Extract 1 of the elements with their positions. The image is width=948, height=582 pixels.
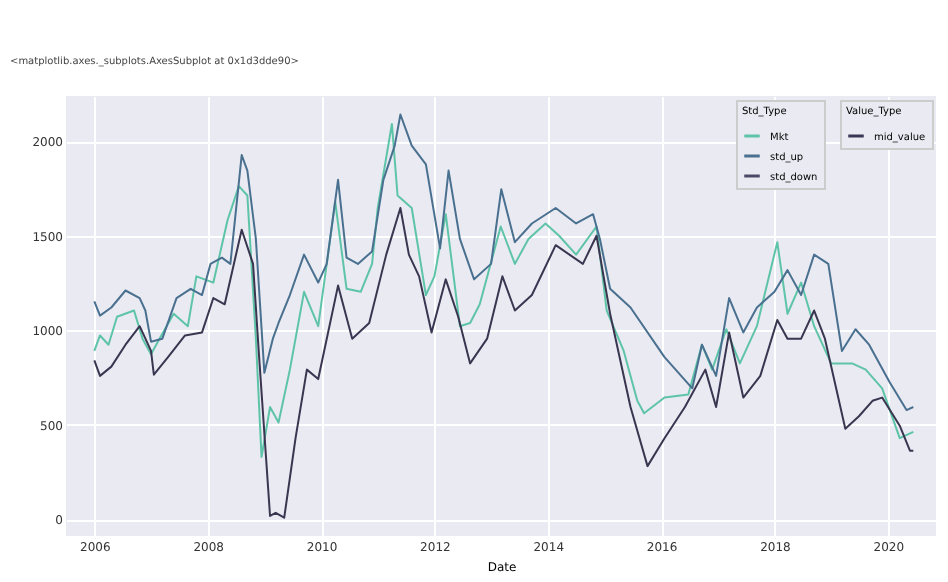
line-series: [93, 206, 915, 519]
